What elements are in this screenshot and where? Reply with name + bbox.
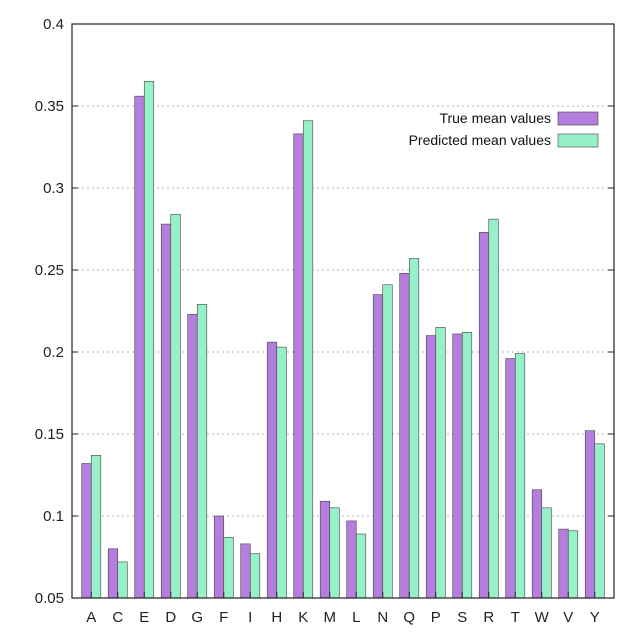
- bar-predicted-A: [90, 455, 102, 599]
- bar-predicted-I: [249, 553, 261, 599]
- y-tick-label: 0.1: [43, 508, 64, 525]
- x-tick-label: R: [483, 609, 494, 626]
- x-tick-label: M: [324, 609, 337, 626]
- bar-predicted-W: [541, 507, 552, 599]
- bar-true-P: [425, 335, 437, 599]
- x-tick-label: N: [377, 609, 388, 626]
- bar-true-D: [160, 223, 172, 599]
- x-tick-label: P: [431, 609, 441, 626]
- x-tick-label: H: [271, 609, 282, 626]
- y-tick-label: 0.15: [35, 426, 64, 443]
- bar-predicted-M: [329, 507, 340, 599]
- y-tick-label: 0.05: [35, 590, 64, 607]
- bar-predicted-N: [382, 284, 393, 599]
- bar-predicted-L: [355, 533, 367, 599]
- x-tick-label: E: [139, 609, 149, 626]
- legend-swatch: [557, 111, 599, 126]
- x-tick-label: D: [165, 609, 176, 626]
- x-tick-label: T: [511, 609, 520, 626]
- bar-true-H: [266, 341, 278, 599]
- plot-frame: [71, 23, 615, 599]
- x-tick-label: V: [563, 609, 573, 626]
- bar-predicted-Y: [594, 443, 605, 599]
- bar-predicted-H: [276, 346, 287, 599]
- x-tick-label: Y: [590, 609, 600, 626]
- x-tick-label: F: [219, 609, 228, 626]
- bar-true-G: [187, 313, 198, 599]
- bar-predicted-F: [223, 537, 234, 599]
- bar-true-V: [558, 528, 569, 599]
- bar-predicted-D: [170, 213, 181, 599]
- bars: [81, 81, 605, 599]
- bar-true-Q: [399, 272, 410, 599]
- bar-predicted-G: [196, 304, 208, 599]
- x-tick-label: Q: [403, 609, 415, 626]
- x-tick-label: K: [298, 609, 308, 626]
- bar-true-I: [240, 543, 251, 599]
- x-tick-label: I: [248, 609, 252, 626]
- bar-true-N: [372, 294, 384, 599]
- legend-swatch: [557, 133, 599, 148]
- bar-true-Y: [584, 430, 596, 599]
- y-tick-label: 0.35: [35, 98, 64, 115]
- bar-predicted-P: [435, 327, 446, 599]
- bar-predicted-V: [567, 530, 579, 599]
- bar-true-C: [107, 548, 119, 599]
- legend: True mean values Predicted mean values: [409, 110, 599, 148]
- y-tick-label: 0.2: [43, 344, 64, 361]
- bar-predicted-K: [302, 120, 314, 599]
- legend-label: Predicted mean values: [409, 132, 551, 148]
- bar-predicted-R: [488, 218, 499, 599]
- bar-true-L: [346, 520, 357, 599]
- bar-true-R: [478, 231, 490, 599]
- bar-true-F: [213, 515, 225, 599]
- bar-predicted-Q: [408, 258, 420, 599]
- bar-true-K: [293, 133, 304, 599]
- x-tick-label: C: [112, 609, 123, 626]
- x-tick-label: G: [191, 609, 203, 626]
- y-tick-label: 0.3: [43, 180, 64, 197]
- bar-true-A: [81, 463, 92, 599]
- x-tick-label: W: [535, 609, 550, 626]
- bar-true-W: [531, 489, 543, 599]
- bar-predicted-S: [461, 332, 473, 599]
- bar-true-S: [452, 333, 463, 599]
- legend-label: True mean values: [439, 110, 551, 126]
- bar-predicted-C: [117, 561, 128, 599]
- bar-predicted-E: [143, 81, 155, 599]
- y-tick-label: 0.25: [35, 262, 64, 279]
- x-tick-label: A: [86, 609, 96, 626]
- bar-predicted-T: [514, 353, 526, 599]
- bar-true-T: [505, 358, 516, 599]
- y-tick-label: 0.4: [43, 16, 64, 33]
- bar-true-E: [134, 95, 145, 599]
- bar-true-M: [319, 500, 331, 599]
- x-tick-label: S: [457, 609, 467, 626]
- x-tick-label: L: [352, 609, 360, 626]
- y-axis-ticks: 0.05 0.1 0.15 0.2 0.25 0.3 0.35 0.4: [35, 16, 614, 607]
